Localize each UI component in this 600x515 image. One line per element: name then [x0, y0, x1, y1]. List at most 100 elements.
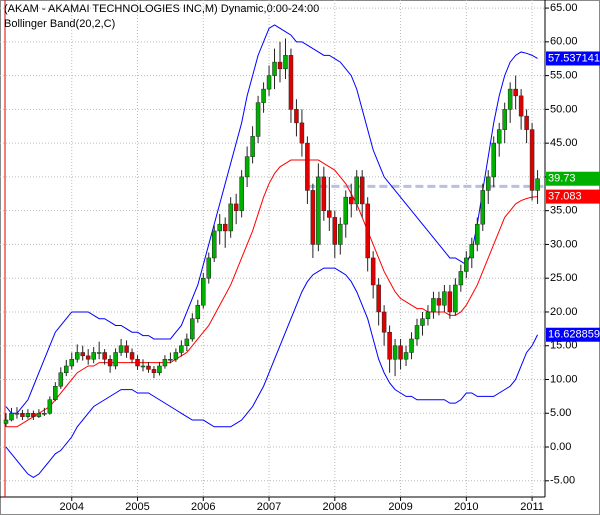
candle-body — [173, 352, 179, 360]
candle-body — [162, 358, 168, 367]
candle-body — [288, 55, 294, 110]
candle-body — [464, 257, 469, 272]
candle-body — [195, 304, 201, 319]
candle-body — [179, 345, 184, 353]
candle-body — [206, 257, 212, 279]
candle-body — [376, 284, 381, 313]
candle-body — [480, 190, 486, 225]
candle-body — [124, 345, 129, 353]
x-tick-label: 2005 — [125, 501, 149, 513]
candle-body — [261, 88, 266, 103]
candle-body — [233, 203, 239, 211]
chart-subtitle: Bollinger Band(20,2,C) — [4, 18, 115, 30]
plot — [3, 24, 545, 479]
candle-body — [414, 325, 420, 340]
candle-body — [496, 129, 502, 144]
candle-body — [42, 413, 47, 415]
value-box — [546, 189, 600, 204]
candle-body — [299, 122, 305, 144]
candle-body — [129, 352, 135, 360]
candle-body — [283, 55, 288, 70]
value-box-label: 39.73 — [548, 173, 576, 185]
value-box — [546, 171, 600, 186]
candle-body — [294, 109, 299, 124]
candle-body — [403, 352, 409, 360]
x-tick-label: 2011 — [520, 501, 544, 513]
candle-body — [502, 109, 507, 130]
candle-body — [25, 413, 31, 417]
candle-body — [184, 338, 190, 346]
candle-body — [80, 352, 85, 357]
candle-body — [53, 385, 58, 401]
value-box-label: 57.537141 — [548, 52, 600, 64]
candle-body — [107, 358, 113, 367]
candle-body — [305, 142, 310, 191]
candle-body — [190, 318, 195, 340]
candle-body — [244, 156, 250, 178]
y-tick-label: 10.00 — [550, 373, 578, 385]
candle-body — [398, 345, 403, 360]
candle-body — [211, 230, 217, 259]
candle-body — [14, 413, 20, 415]
candle-body — [365, 203, 370, 259]
y-tick-label: -5.00 — [550, 475, 575, 487]
candle-body — [524, 115, 529, 130]
y-tick-label: 5.00 — [550, 407, 571, 419]
candle-body — [370, 257, 376, 286]
band-upper — [5, 24, 538, 414]
candle-body — [31, 413, 36, 417]
candle-body — [217, 223, 222, 232]
candle-body — [255, 102, 261, 137]
chart-title: (AKAM - AKAMAI TECHNOLOGIES INC,M) Dynam… — [4, 3, 319, 15]
candle-body — [491, 142, 496, 178]
y-tick-label: 15.00 — [550, 340, 578, 352]
candle-body — [96, 352, 102, 354]
axis: 65.0060.0055.0050.0045.0040.0035.0030.00… — [60, 2, 600, 513]
candle-body — [228, 203, 233, 232]
candle-body — [102, 352, 107, 360]
candle-body — [58, 372, 64, 387]
y-tick-label: 25.00 — [550, 272, 578, 284]
candle-body — [151, 369, 157, 373]
candle-body — [168, 358, 173, 361]
candle-body — [359, 176, 365, 205]
candle-body — [146, 365, 151, 370]
candle-body — [327, 210, 332, 218]
band-lower — [5, 267, 539, 479]
x-tick-label: 2004 — [60, 501, 84, 513]
candle-body — [266, 75, 272, 90]
candle-body — [475, 223, 480, 245]
candle-body — [348, 196, 354, 205]
candle-body — [85, 355, 91, 360]
candle-body — [118, 345, 124, 353]
x-tick-label: 2007 — [257, 501, 281, 513]
candle-body — [321, 176, 327, 211]
candle-body — [458, 271, 464, 286]
y-tick-label: 30.00 — [550, 238, 578, 250]
candle-body — [9, 413, 14, 421]
candle-body — [157, 365, 162, 373]
x-tick-label: 2009 — [388, 501, 412, 513]
y-tick-label: 55.00 — [550, 70, 578, 82]
candle-body — [338, 223, 343, 245]
candle-body — [343, 196, 349, 225]
candle-body — [113, 352, 118, 367]
candle-body — [310, 190, 316, 245]
candle-body — [518, 95, 524, 117]
candle-body — [316, 176, 321, 245]
candle-body — [381, 311, 387, 333]
candle-body — [447, 291, 453, 313]
candle-body — [529, 129, 535, 191]
candle-body — [272, 61, 277, 76]
candle-body — [201, 277, 206, 306]
candle-body — [436, 298, 442, 306]
candle-body — [332, 217, 338, 245]
candle-body — [64, 365, 69, 373]
candle-body — [36, 413, 42, 417]
candle-body — [91, 352, 96, 360]
value-box — [546, 327, 600, 342]
candle-body — [513, 88, 518, 97]
candle-body — [485, 176, 491, 191]
